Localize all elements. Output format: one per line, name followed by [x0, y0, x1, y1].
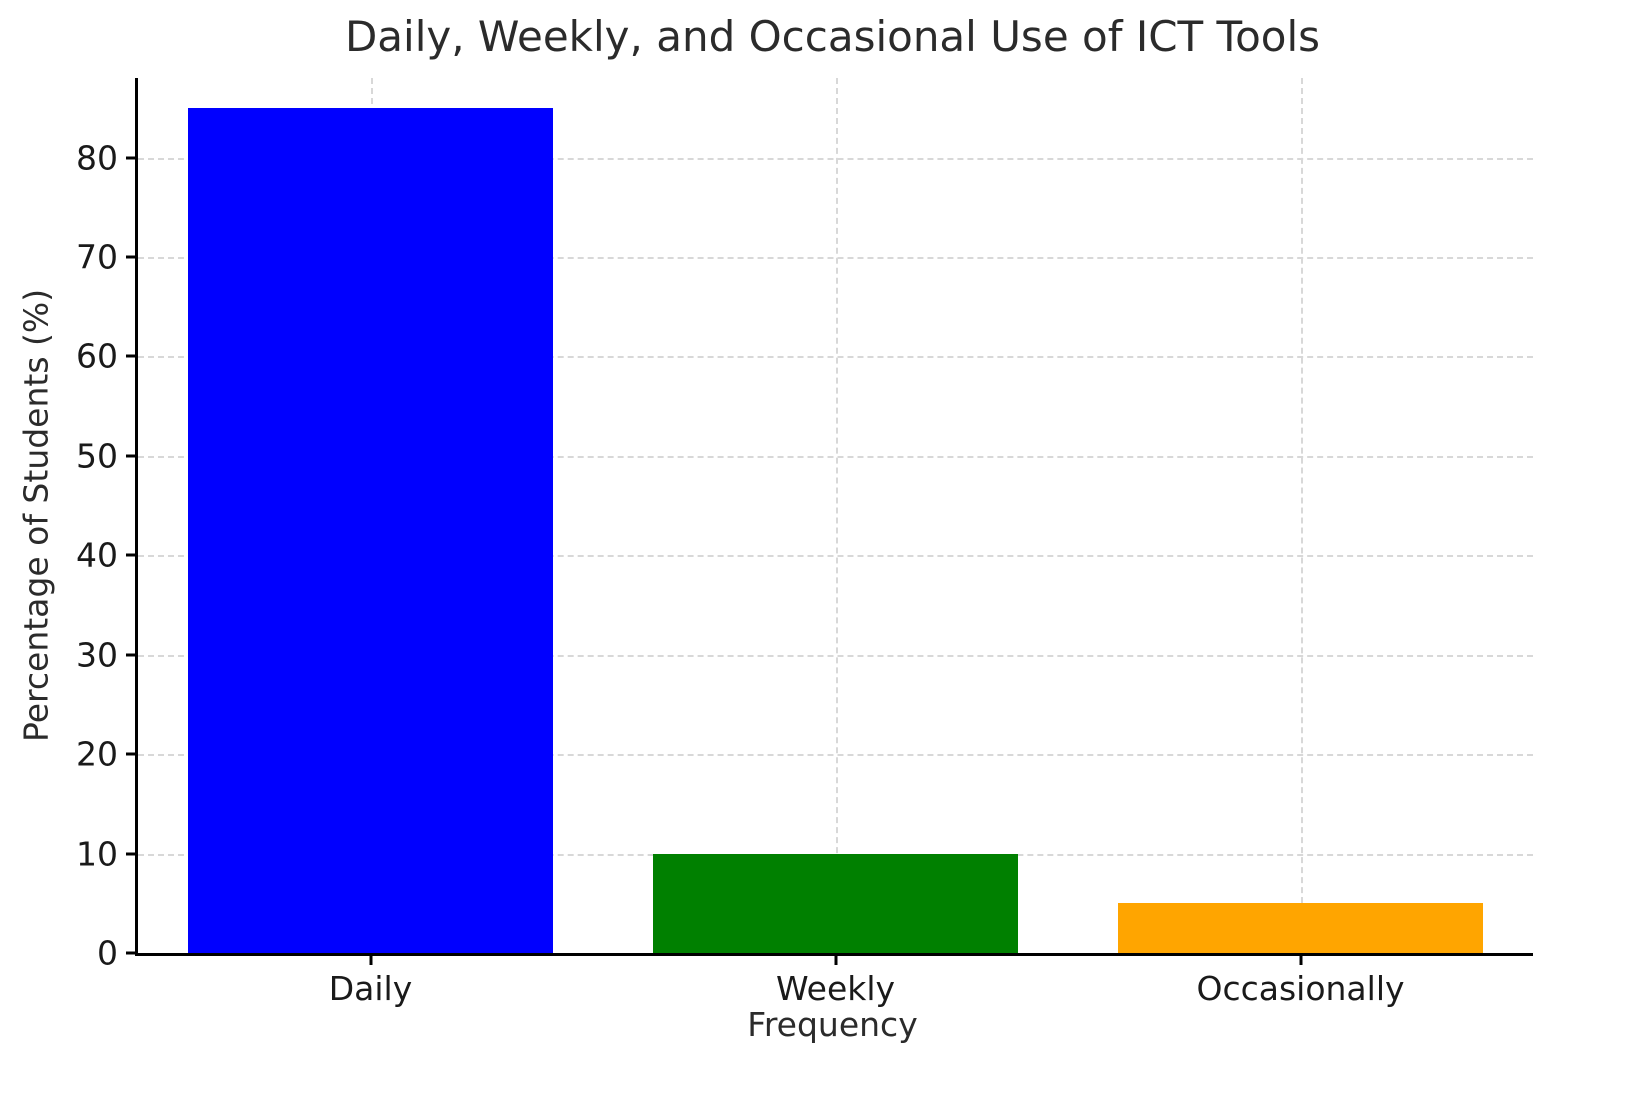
y-axis-label: Percentage of Students (%)	[16, 288, 56, 743]
bar-weekly	[652, 853, 1018, 953]
y-tick-mark	[126, 156, 138, 160]
bar-daily	[187, 107, 553, 953]
y-tick-label: 80	[76, 138, 118, 178]
vertical-gridline	[1300, 78, 1303, 953]
y-tick-mark	[126, 255, 138, 259]
y-tick-label: 10	[76, 834, 118, 874]
y-tick-label: 60	[76, 336, 118, 376]
y-tick-mark	[126, 752, 138, 756]
plot-area: 0 10 20 30 40 50 60 70 80 Daily Weekly Occasionally	[76, 78, 1533, 1008]
x-tick-label-occasionally: Occasionally	[1196, 969, 1405, 1008]
y-tick-label: 50	[76, 436, 118, 476]
y-tick-label: 20	[76, 734, 118, 774]
x-tick-mark	[834, 953, 837, 965]
x-tick-label-weekly: Weekly	[775, 969, 896, 1008]
x-tick-label-daily: Daily	[328, 969, 413, 1008]
x-tick-mark	[369, 953, 372, 965]
x-axis-label: Frequency	[747, 1005, 918, 1044]
y-tick-mark	[126, 454, 138, 458]
y-tick-mark	[126, 354, 138, 358]
y-tick-mark	[126, 852, 138, 856]
y-tick-label: 30	[76, 635, 118, 675]
vertical-gridline	[835, 78, 838, 953]
bar-occasionally	[1117, 903, 1483, 953]
y-tick-mark	[126, 951, 138, 955]
chart-title: Daily, Weekly, and Occasional Use of ICT…	[344, 12, 1321, 61]
y-tick-mark	[126, 653, 138, 657]
x-tick-mark	[1299, 953, 1302, 965]
y-tick-label: 40	[76, 535, 118, 575]
y-tick-label: 70	[76, 237, 118, 277]
y-tick-label: 0	[97, 933, 118, 973]
y-tick-mark	[126, 553, 138, 557]
